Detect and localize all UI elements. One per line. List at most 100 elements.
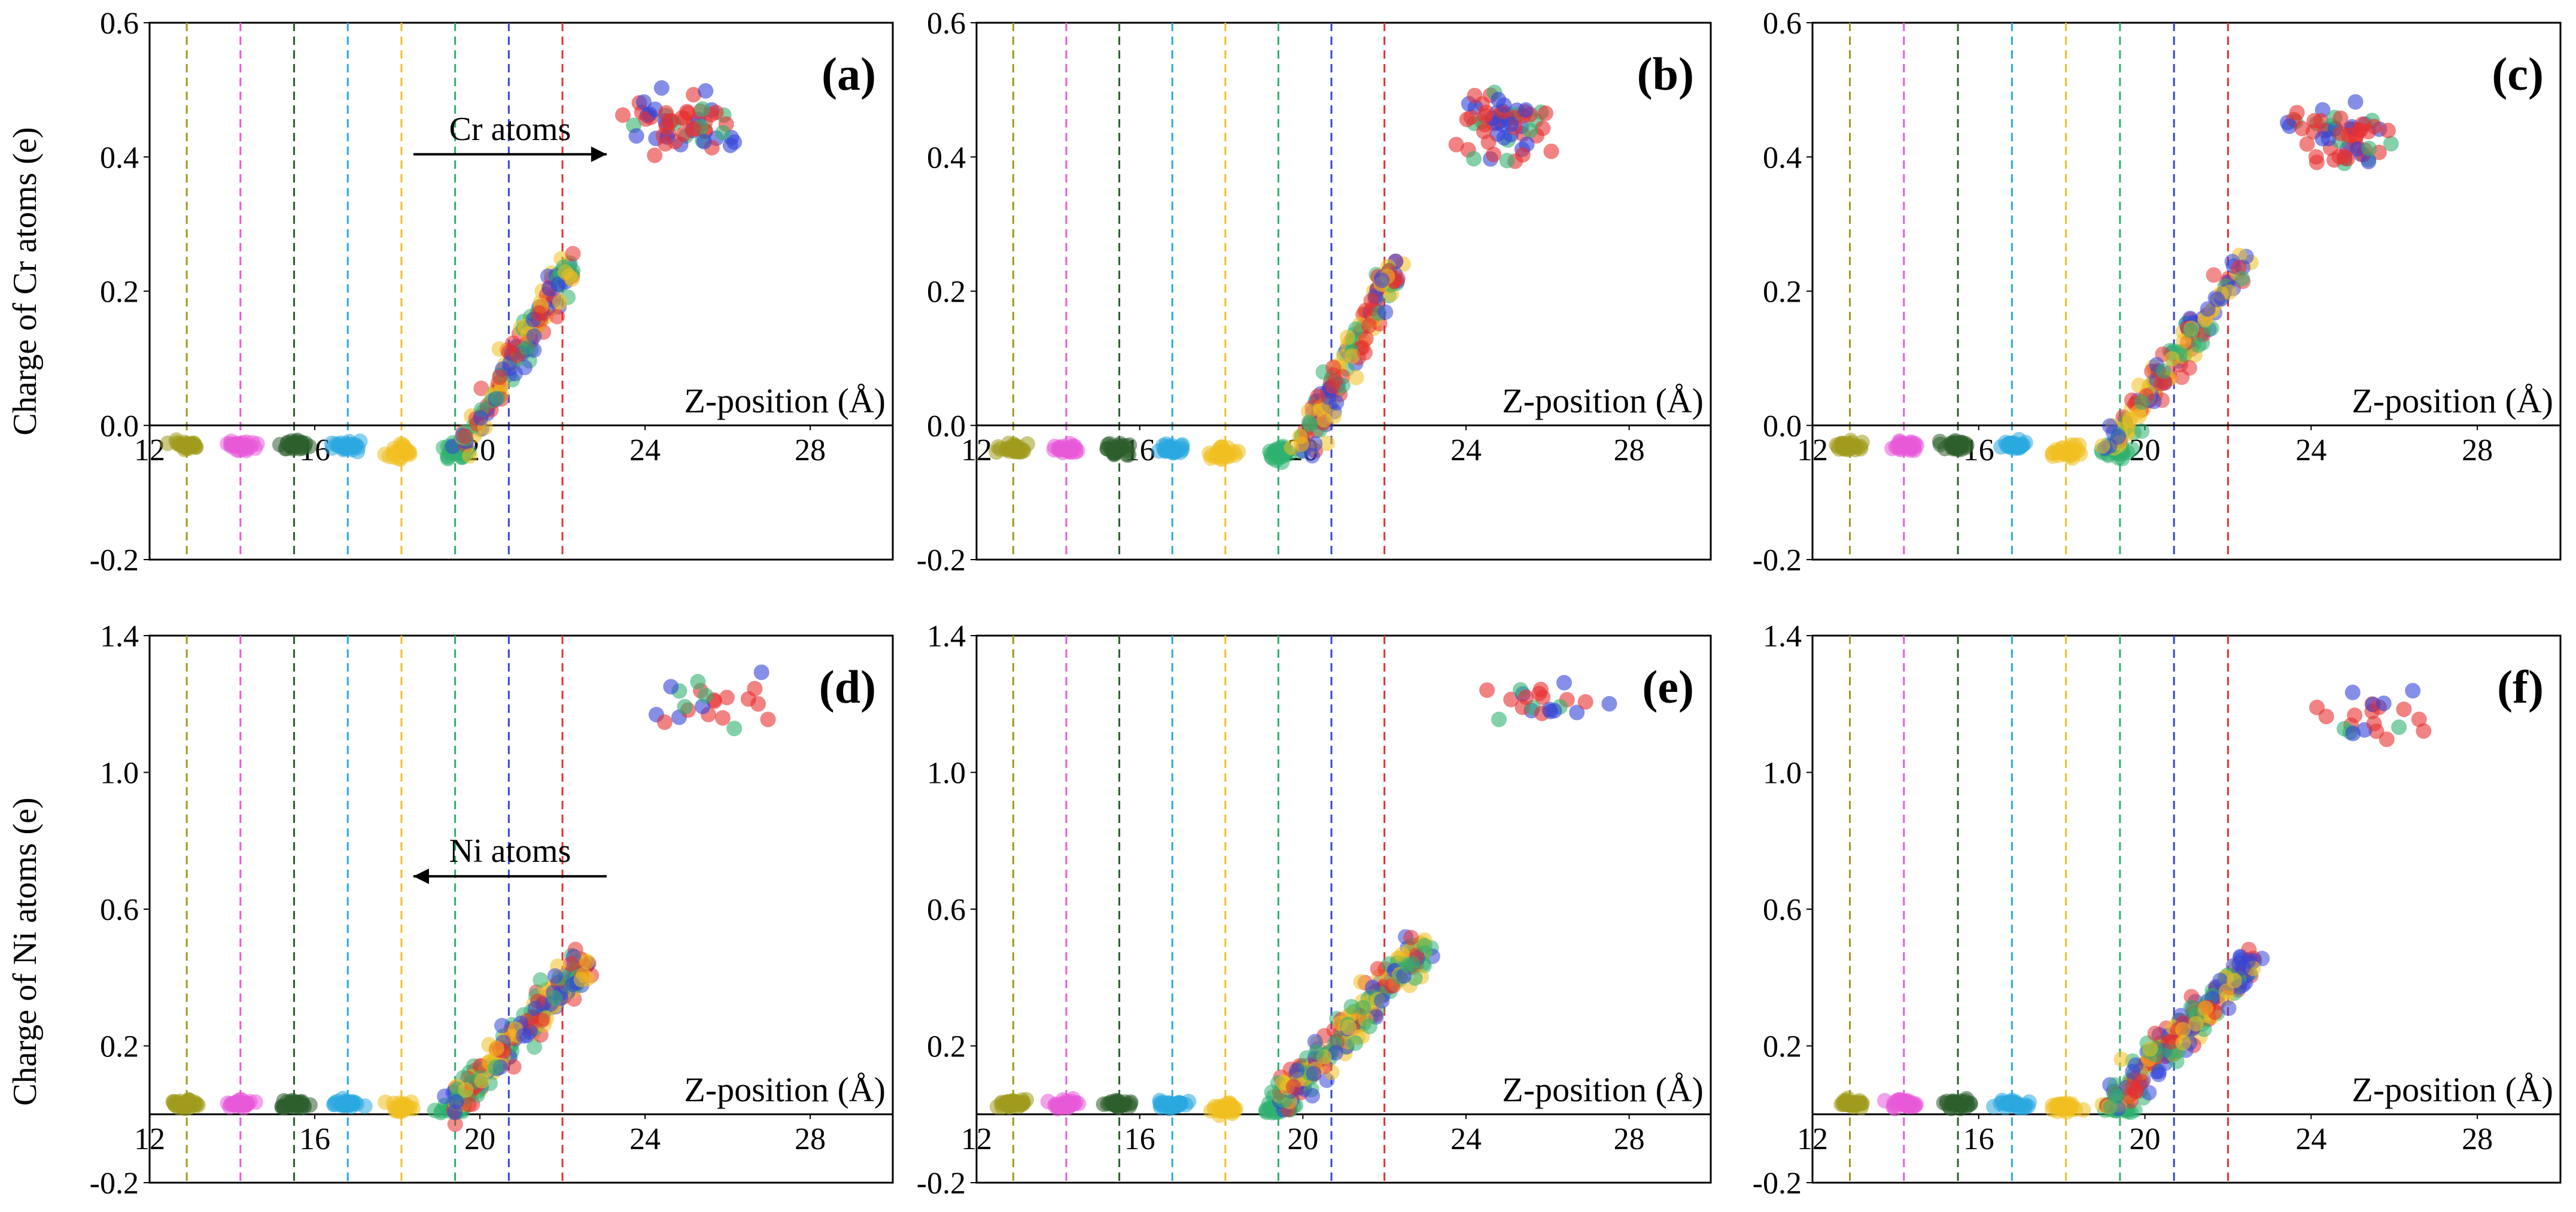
data-point — [659, 120, 675, 136]
data-point — [345, 438, 361, 454]
data-point — [2332, 110, 2349, 126]
data-point — [1345, 348, 1361, 364]
data-point — [2294, 120, 2310, 136]
data-point — [492, 369, 508, 385]
data-point — [1514, 147, 1531, 163]
data-point — [1403, 929, 1419, 946]
data-point — [656, 714, 673, 730]
data-point — [1300, 403, 1316, 420]
data-point — [2011, 1099, 2027, 1116]
x-tick-label: 24 — [629, 1122, 661, 1156]
data-point — [1377, 304, 1394, 320]
y-tick-label: 1.0 — [927, 757, 966, 791]
data-point — [565, 245, 581, 262]
scatter-series — [1833, 683, 2432, 1120]
data-point — [1306, 1065, 1322, 1082]
data-point — [1479, 682, 1495, 698]
data-point — [696, 133, 712, 150]
data-point — [378, 1094, 394, 1110]
x-axis-title: Z-position (Å) — [684, 381, 886, 420]
data-point — [715, 124, 731, 141]
data-point — [1308, 1044, 1324, 1060]
data-point — [1070, 1095, 1087, 1111]
y-tick-label: 1.0 — [1763, 757, 1802, 791]
data-point — [1348, 369, 1364, 385]
data-point — [396, 1100, 412, 1116]
data-point — [448, 1094, 464, 1110]
x-tick-label: 12 — [1797, 433, 1828, 467]
data-point — [1285, 1079, 1301, 1095]
y-tick-label: -0.2 — [917, 543, 966, 578]
y-tick-label: -0.2 — [1753, 543, 1802, 578]
data-point — [433, 1104, 449, 1120]
y-axis-label-top: Charge of Cr atoms (e) — [7, 127, 44, 435]
x-tick-label: 28 — [795, 433, 826, 467]
data-point — [677, 698, 693, 715]
data-point — [1569, 704, 1585, 721]
data-point — [753, 664, 770, 681]
x-tick-label: 12 — [1797, 1122, 1828, 1156]
data-point — [638, 111, 654, 127]
data-point — [166, 1095, 182, 1111]
y-tick-label: 0.2 — [1763, 275, 1802, 309]
x-tick-label: 28 — [795, 1122, 826, 1156]
data-point — [1886, 1097, 1902, 1113]
data-point — [2121, 1088, 2137, 1104]
data-point — [1374, 993, 1390, 1009]
data-point — [2318, 709, 2334, 725]
panel-label: (f) — [2497, 661, 2544, 713]
data-point — [1480, 134, 1497, 150]
data-point — [2094, 438, 2110, 454]
data-point — [1108, 1097, 1124, 1113]
data-point — [385, 449, 402, 465]
x-tick-label: 28 — [2462, 1122, 2493, 1156]
data-point — [1209, 445, 1225, 461]
data-point — [1478, 104, 1494, 120]
data-point — [698, 688, 714, 704]
data-point — [1947, 1095, 1963, 1111]
data-point — [293, 1096, 309, 1113]
data-point — [462, 448, 478, 464]
data-point — [1353, 974, 1369, 990]
data-point — [2002, 436, 2018, 452]
y-tick-label: -0.2 — [90, 543, 139, 578]
x-tick-label: 24 — [2295, 433, 2326, 467]
data-point — [679, 104, 695, 120]
data-point — [2188, 1016, 2204, 1032]
x-tick-label: 24 — [2295, 1122, 2326, 1156]
data-point — [1110, 438, 1126, 454]
data-point — [2113, 1051, 2130, 1067]
data-point — [2101, 418, 2118, 434]
plot-frame — [1811, 22, 2562, 561]
panel-label: (b) — [1637, 48, 1694, 100]
data-point — [1361, 1018, 1377, 1034]
annotation-label: Ni atoms — [449, 833, 571, 870]
chart-panel: 12 16 20 24 28 -0.2 0.2 0.6 1.0 1.4 Z-position (Å)… — [1753, 619, 2562, 1201]
data-point — [1122, 1096, 1138, 1112]
data-point — [579, 953, 595, 970]
data-point — [2332, 125, 2349, 141]
data-point — [2366, 715, 2382, 731]
x-tick-label: 16 — [1124, 1122, 1155, 1156]
data-point — [1906, 1098, 1922, 1114]
data-point — [2163, 1034, 2179, 1050]
y-tick-label: 0.2 — [927, 1030, 966, 1064]
data-point — [402, 446, 418, 463]
data-point — [1161, 1101, 1178, 1117]
data-point — [474, 1073, 490, 1089]
y-tick-label: 0.6 — [100, 7, 139, 41]
data-point — [1546, 703, 1562, 719]
data-point — [343, 1095, 359, 1111]
data-point — [557, 264, 573, 280]
data-point — [2134, 423, 2150, 439]
data-point — [2379, 731, 2395, 748]
data-point — [1289, 1062, 1305, 1079]
data-point — [1489, 115, 1506, 131]
data-point — [2308, 149, 2324, 165]
data-point — [2169, 1053, 2185, 1070]
plot-frame — [975, 22, 1712, 561]
data-point — [1181, 1093, 1197, 1110]
data-point — [1535, 120, 1551, 136]
